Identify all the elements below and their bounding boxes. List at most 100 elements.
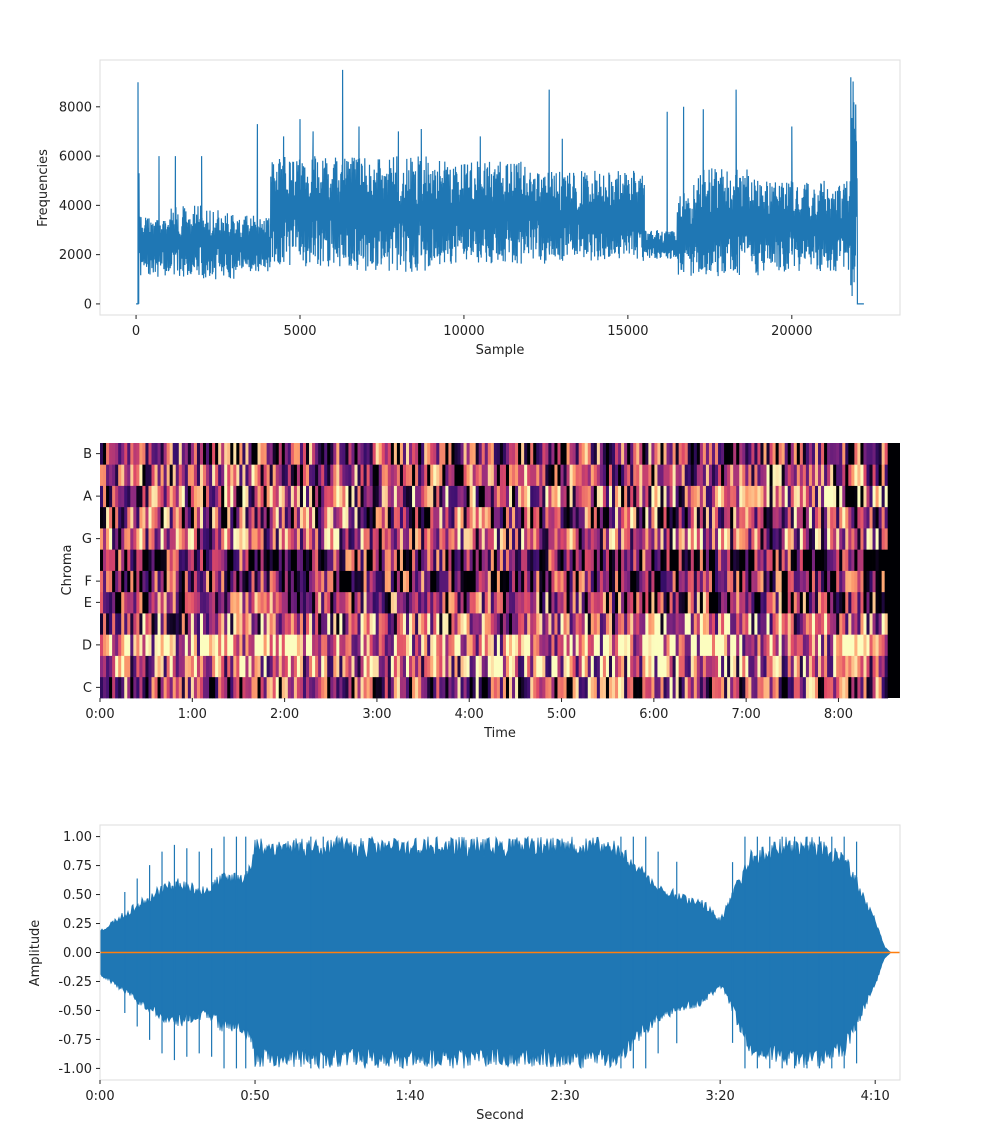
heatmap-cell bbox=[608, 655, 613, 678]
heatmap-cell bbox=[742, 528, 746, 550]
heatmap-cell bbox=[715, 464, 719, 486]
heatmap-cell bbox=[445, 506, 449, 529]
heatmap-cell bbox=[802, 570, 807, 593]
heatmap-cell bbox=[530, 676, 534, 699]
heatmap-cell bbox=[496, 528, 501, 550]
heatmap-cell bbox=[624, 485, 628, 508]
heatmap-cell bbox=[605, 655, 610, 678]
heatmap-cell bbox=[139, 443, 143, 465]
heatmap-cell bbox=[672, 613, 677, 635]
heatmap-cell bbox=[730, 655, 734, 678]
heatmap-cell bbox=[830, 464, 834, 486]
heatmap-cell bbox=[193, 528, 198, 550]
heatmap-cell bbox=[696, 506, 701, 529]
heatmap-cell bbox=[884, 443, 889, 465]
heatmap-cell bbox=[318, 655, 322, 678]
heatmap-cell bbox=[248, 634, 252, 656]
heatmap-cell bbox=[375, 676, 380, 699]
heatmap-cell bbox=[684, 655, 689, 678]
heatmap-cell bbox=[118, 676, 122, 699]
heatmap-cell bbox=[560, 613, 564, 635]
heatmap-cell bbox=[133, 464, 137, 486]
heatmap-cell bbox=[315, 464, 319, 486]
heatmap-cell bbox=[733, 570, 737, 593]
heatmap-cell bbox=[209, 591, 213, 614]
heatmap-cell bbox=[678, 464, 683, 486]
heatmap-cell bbox=[569, 528, 574, 550]
heatmap-cell bbox=[442, 528, 446, 550]
heatmap-cell bbox=[239, 549, 243, 571]
heatmap-cell bbox=[811, 506, 816, 529]
heatmap-cell bbox=[602, 634, 607, 656]
heatmap-cell bbox=[199, 570, 204, 593]
heatmap-cell bbox=[390, 570, 395, 593]
heatmap-cell bbox=[875, 570, 879, 593]
heatmap-cell bbox=[769, 591, 773, 614]
heatmap-cell bbox=[681, 506, 686, 529]
heatmap-cell bbox=[166, 506, 171, 529]
heatmap-cell bbox=[702, 570, 707, 593]
heatmap-cell bbox=[518, 443, 522, 465]
heatmap-cell bbox=[518, 549, 522, 571]
heatmap-cell bbox=[493, 443, 498, 465]
heatmap-cell bbox=[321, 528, 325, 550]
heatmap-cell bbox=[309, 528, 313, 550]
heatmap-cell bbox=[566, 591, 570, 614]
heatmap-cell bbox=[369, 676, 374, 699]
heatmap-cell bbox=[296, 570, 301, 593]
heatmap-cell bbox=[590, 528, 595, 550]
heatmap-cell bbox=[705, 613, 710, 635]
heatmap-cell bbox=[608, 528, 613, 550]
heatmap-cell bbox=[581, 506, 586, 529]
heatmap-cell bbox=[336, 528, 340, 550]
heatmap-cell bbox=[799, 591, 804, 614]
heatmap-cell bbox=[239, 464, 243, 486]
heatmap-cell bbox=[796, 613, 801, 635]
heatmap-cell bbox=[402, 485, 407, 508]
heatmap-cell bbox=[845, 613, 849, 635]
heatmap-cell bbox=[475, 528, 480, 550]
heatmap-cell bbox=[242, 676, 246, 699]
heatmap-cell bbox=[818, 506, 822, 529]
heatmap-cell bbox=[715, 528, 719, 550]
heatmap-cell bbox=[845, 676, 849, 699]
heatmap-cell bbox=[781, 549, 786, 571]
heatmap-cell bbox=[560, 655, 564, 678]
heatmap-cell bbox=[560, 570, 564, 593]
heatmap-cell bbox=[666, 506, 670, 529]
heatmap-cell bbox=[666, 485, 670, 508]
heatmap-cell bbox=[100, 634, 104, 656]
heatmap-cell bbox=[542, 613, 546, 635]
heatmap-cell bbox=[148, 506, 152, 529]
heatmap-cell bbox=[457, 485, 461, 508]
heatmap-cell bbox=[621, 591, 625, 614]
heatmap-cell bbox=[748, 506, 752, 529]
heatmap-cell bbox=[172, 464, 177, 486]
heatmap-cell bbox=[472, 549, 477, 571]
heatmap-cell bbox=[675, 676, 680, 699]
heatmap-cell bbox=[790, 655, 795, 678]
heatmap-cell bbox=[505, 676, 510, 699]
heatmap-cell bbox=[106, 506, 110, 529]
heatmap-cell bbox=[384, 528, 389, 550]
heatmap-cell bbox=[242, 485, 246, 508]
heatmap-cell bbox=[584, 655, 589, 678]
heatmap-cell bbox=[145, 485, 149, 508]
heatmap-cell bbox=[103, 655, 107, 678]
heatmap-cell bbox=[615, 570, 619, 593]
heatmap-cell bbox=[330, 613, 334, 635]
heatmap-cell bbox=[439, 634, 443, 656]
heatmap-cell bbox=[808, 591, 813, 614]
heatmap-cell bbox=[378, 591, 383, 614]
heatmap-cell bbox=[457, 591, 461, 614]
heatmap-cell bbox=[769, 549, 773, 571]
heatmap-cell bbox=[584, 634, 589, 656]
heatmap-cell bbox=[472, 676, 477, 699]
heatmap-cell bbox=[109, 528, 113, 550]
heatmap-cell bbox=[381, 613, 386, 635]
heatmap-cell bbox=[390, 528, 395, 550]
heatmap-cell bbox=[224, 570, 228, 593]
heatmap-cell bbox=[284, 591, 289, 614]
heatmap-cell bbox=[872, 613, 876, 635]
heatmap-cell bbox=[660, 634, 664, 656]
